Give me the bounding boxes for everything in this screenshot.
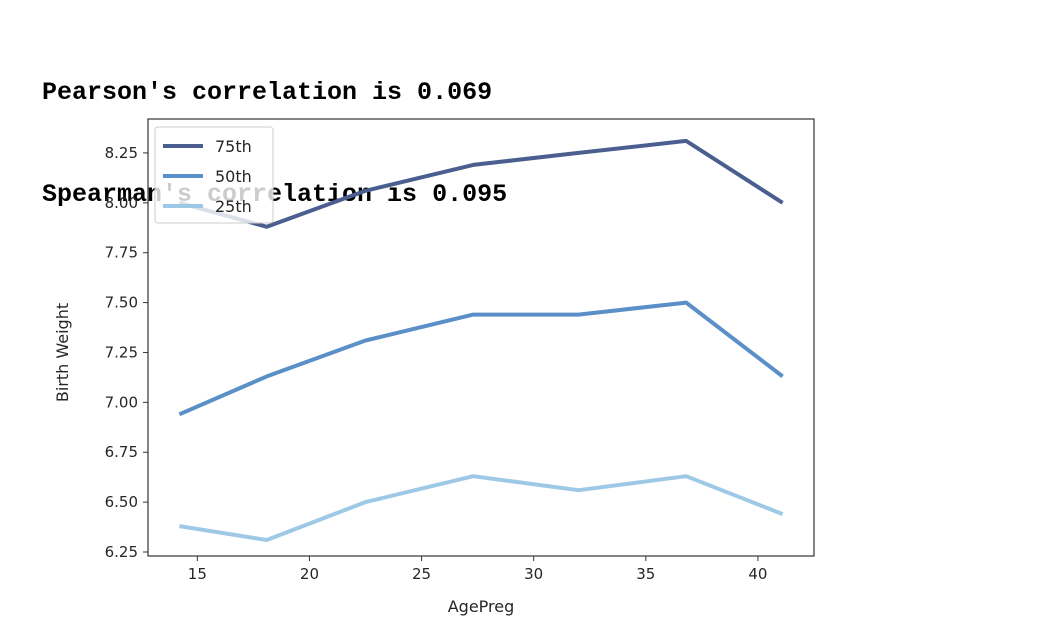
plot-area xyxy=(178,138,784,542)
x-tick-label: 20 xyxy=(300,565,319,583)
x-tick-label: 25 xyxy=(412,565,431,583)
spearman-correlation-line: Spearman's correlation is 0.095 xyxy=(42,180,508,209)
series-line-50th xyxy=(178,300,784,417)
y-tick-label: 8.00 xyxy=(105,194,138,212)
y-tick-label: 7.75 xyxy=(105,244,138,262)
x-tick-label: 40 xyxy=(748,565,767,583)
series-line-75th xyxy=(178,138,784,229)
legend-box xyxy=(154,126,274,224)
y-tick-label: 8.25 xyxy=(105,144,138,162)
pearson-correlation-line: Pearson's correlation is 0.069 xyxy=(42,78,493,107)
y-tick-label: 7.50 xyxy=(105,294,138,312)
x-axis-label: AgePreg xyxy=(448,597,515,616)
legend-label-75th: 75th xyxy=(215,137,252,156)
y-tick-label: 6.75 xyxy=(105,443,138,461)
x-tick-label: 35 xyxy=(636,565,655,583)
axes-frame xyxy=(147,118,815,557)
output-text: Pearson's correlation is 0.069 Spearman'… xyxy=(42,8,507,246)
x-tick-label: 15 xyxy=(188,565,207,583)
y-axis-label: Birth Weight xyxy=(53,303,72,402)
legend-label-50th: 50th xyxy=(215,167,252,186)
x-axis: 15 20 25 30 35 40 xyxy=(188,556,767,583)
x-tick-label: 30 xyxy=(524,565,543,583)
legend: 75th 50th 25th xyxy=(154,126,274,224)
y-axis: 6.25 6.50 6.75 7.00 7.25 7.50 7.75 8.00 8.25 xyxy=(105,144,148,561)
y-tick-label: 6.25 xyxy=(105,543,138,561)
series-line-25th xyxy=(179,474,784,542)
legend-label-25th: 25th xyxy=(215,197,252,216)
y-tick-label: 7.25 xyxy=(105,343,138,361)
y-tick-label: 6.50 xyxy=(105,493,138,511)
y-tick-label: 7.00 xyxy=(105,393,138,411)
